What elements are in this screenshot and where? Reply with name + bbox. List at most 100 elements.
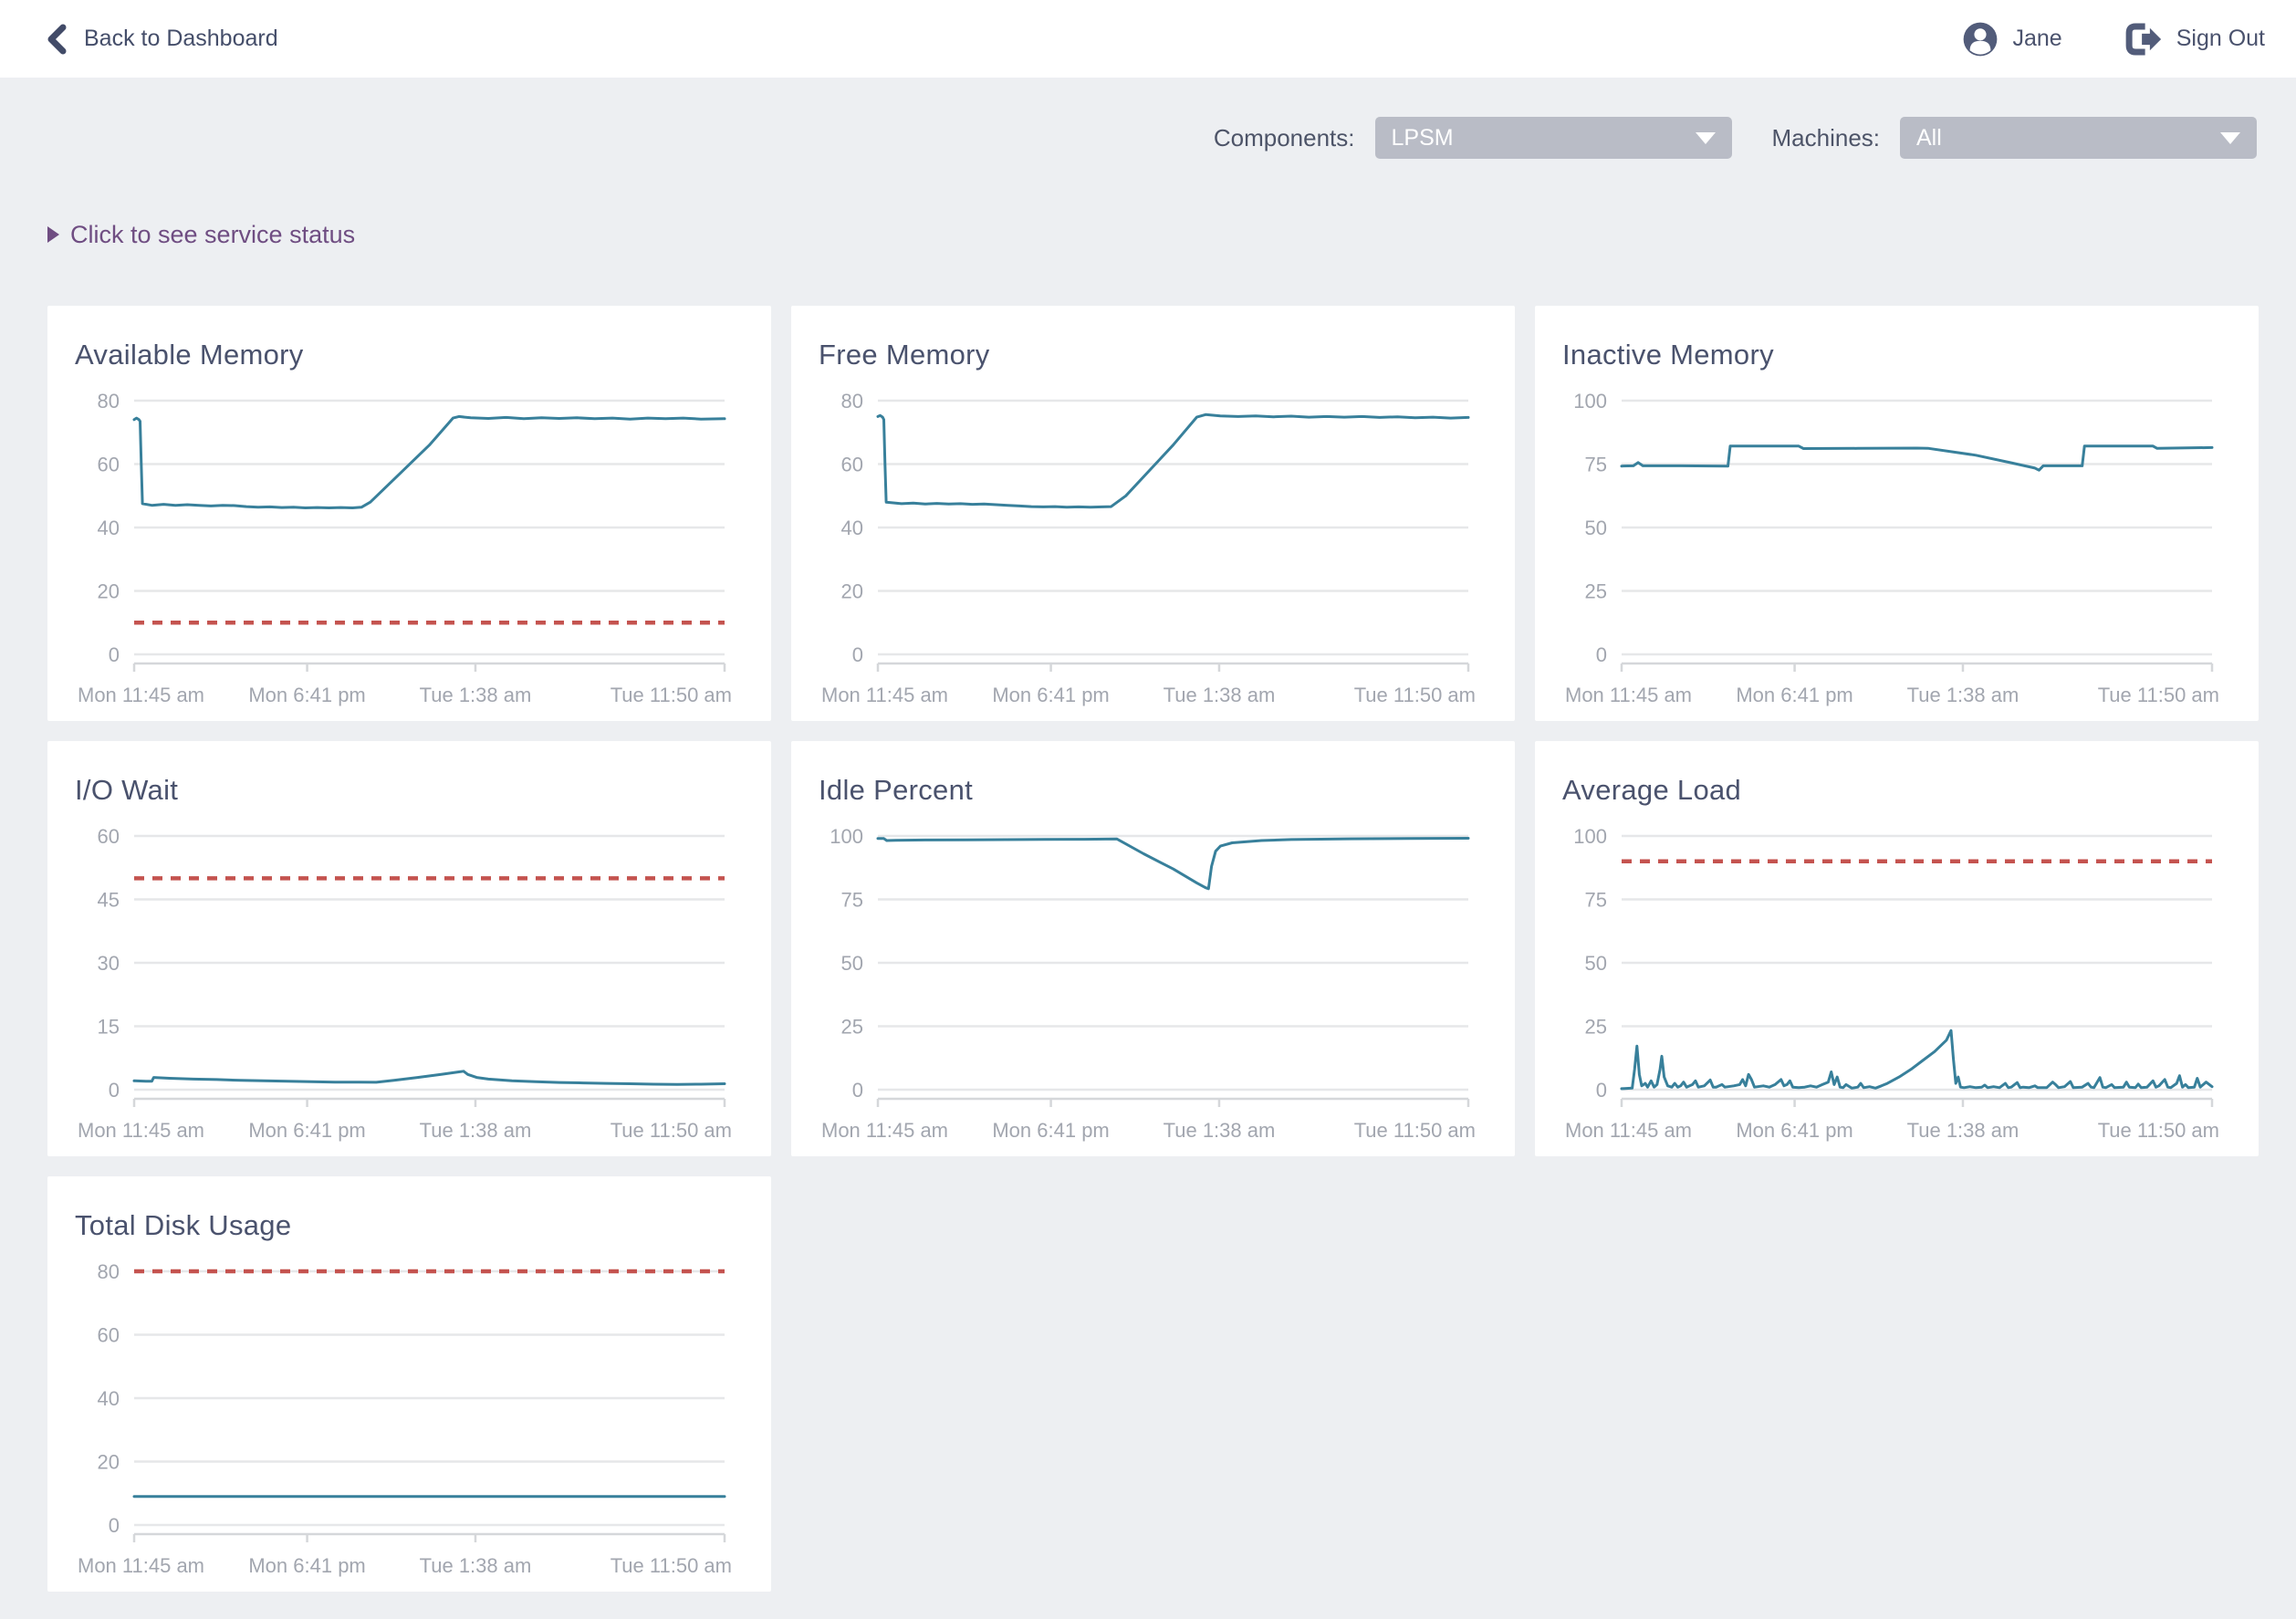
svg-text:100: 100 bbox=[1573, 390, 1607, 413]
svg-text:0: 0 bbox=[109, 643, 120, 666]
svg-text:60: 60 bbox=[98, 454, 120, 476]
svg-text:100: 100 bbox=[830, 825, 863, 848]
chart-card-io-wait: I/O Wait 60 45 30 15 0 Mon 11:45 am Mon 6:41 p… bbox=[47, 741, 771, 1156]
sign-out-label: Sign Out bbox=[2176, 26, 2265, 51]
svg-text:20: 20 bbox=[98, 1451, 120, 1474]
chart-canvas: 80 60 40 20 0 Mon 11:45 am Mon 6:41 pm Tue 1:38… bbox=[47, 381, 771, 711]
svg-text:45: 45 bbox=[98, 889, 120, 912]
svg-text:20: 20 bbox=[98, 580, 120, 603]
svg-text:0: 0 bbox=[1596, 1079, 1607, 1102]
svg-text:Mon 6:41 pm: Mon 6:41 pm bbox=[992, 1119, 1109, 1142]
svg-text:Tue 11:50 am: Tue 11:50 am bbox=[611, 1554, 732, 1577]
charts-grid: Available Memory 80 60 40 20 0 Mon 11:45 am Mo… bbox=[47, 306, 2259, 1592]
svg-text:Tue 1:38 am: Tue 1:38 am bbox=[1907, 684, 2019, 706]
chart-card-free-memory: Free Memory 80 60 40 20 0 Mon 11:45 am Mon 6:4… bbox=[791, 306, 1515, 721]
svg-text:Mon 11:45 am: Mon 11:45 am bbox=[78, 684, 204, 706]
svg-text:0: 0 bbox=[109, 1514, 120, 1537]
svg-text:Tue 11:50 am: Tue 11:50 am bbox=[2098, 1119, 2219, 1142]
svg-text:40: 40 bbox=[841, 517, 863, 539]
svg-text:Tue 11:50 am: Tue 11:50 am bbox=[2098, 684, 2219, 706]
svg-text:80: 80 bbox=[98, 390, 120, 413]
svg-text:75: 75 bbox=[1585, 889, 1607, 912]
chart-canvas: 100 75 50 25 0 Mon 11:45 am Mon 6:41 pm Tue 1:3… bbox=[1535, 381, 2259, 711]
svg-text:80: 80 bbox=[841, 390, 863, 413]
chart-card-available-memory: Available Memory 80 60 40 20 0 Mon 11:45 am Mo… bbox=[47, 306, 771, 721]
svg-text:100: 100 bbox=[1573, 825, 1607, 848]
svg-text:Tue 1:38 am: Tue 1:38 am bbox=[420, 1554, 532, 1577]
chart-title: Average Load bbox=[1562, 774, 1742, 806]
svg-text:Mon 6:41 pm: Mon 6:41 pm bbox=[992, 684, 1109, 706]
chart-canvas: 60 45 30 15 0 Mon 11:45 am Mon 6:41 pm Tue 1:38… bbox=[47, 816, 771, 1146]
svg-text:50: 50 bbox=[1585, 952, 1607, 975]
svg-text:Tue 1:38 am: Tue 1:38 am bbox=[1164, 684, 1276, 706]
svg-text:25: 25 bbox=[1585, 580, 1607, 603]
svg-text:60: 60 bbox=[98, 825, 120, 848]
svg-text:20: 20 bbox=[841, 580, 863, 603]
chart-svg: 80 60 40 20 0 Mon 11:45 am Mon 6:41 pm Tue 1:38… bbox=[821, 390, 1476, 706]
user-avatar-icon bbox=[1963, 22, 1997, 56]
service-status-expander[interactable]: Click to see service status bbox=[47, 221, 355, 248]
svg-text:0: 0 bbox=[109, 1079, 120, 1102]
chart-canvas: 100 75 50 25 0 Mon 11:45 am Mon 6:41 pm Tue 1:3… bbox=[791, 816, 1515, 1146]
svg-text:50: 50 bbox=[1585, 517, 1607, 539]
top-bar-right: Jane Sign Out bbox=[1961, 20, 2265, 58]
components-label: Components: bbox=[1213, 123, 1355, 151]
svg-text:Tue 1:38 am: Tue 1:38 am bbox=[420, 1119, 532, 1142]
svg-text:Mon 11:45 am: Mon 11:45 am bbox=[821, 684, 948, 706]
svg-text:60: 60 bbox=[841, 454, 863, 476]
svg-text:Mon 11:45 am: Mon 11:45 am bbox=[1565, 684, 1692, 706]
chart-card-inactive-memory: Inactive Memory 100 75 50 25 0 Mon 11:45 am Mo… bbox=[1535, 306, 2259, 721]
svg-text:Tue 11:50 am: Tue 11:50 am bbox=[1354, 1119, 1476, 1142]
svg-text:Mon 6:41 pm: Mon 6:41 pm bbox=[1736, 1119, 1852, 1142]
svg-text:Mon 6:41 pm: Mon 6:41 pm bbox=[248, 684, 365, 706]
svg-text:Tue 11:50 am: Tue 11:50 am bbox=[611, 1119, 732, 1142]
chart-svg: 80 60 40 20 0 Mon 11:45 am Mon 6:41 pm Tue 1:38… bbox=[78, 390, 732, 706]
user-name: Jane bbox=[2012, 26, 2062, 51]
chart-title: Available Memory bbox=[75, 339, 304, 371]
components-filter: Components: LPSM bbox=[1214, 117, 1732, 159]
chart-title: Inactive Memory bbox=[1562, 339, 1774, 371]
svg-text:15: 15 bbox=[98, 1016, 120, 1039]
svg-text:Mon 11:45 am: Mon 11:45 am bbox=[1565, 1119, 1692, 1142]
chart-title: Free Memory bbox=[819, 339, 990, 371]
chart-svg: 100 75 50 25 0 Mon 11:45 am Mon 6:41 pm Tue 1:3… bbox=[821, 825, 1476, 1142]
svg-text:60: 60 bbox=[98, 1324, 120, 1347]
svg-text:40: 40 bbox=[98, 1387, 120, 1410]
chart-svg: 100 75 50 25 0 Mon 11:45 am Mon 6:41 pm Tue 1:3… bbox=[1565, 390, 2219, 706]
svg-text:Mon 11:45 am: Mon 11:45 am bbox=[78, 1554, 204, 1577]
components-selected-value: LPSM bbox=[1391, 124, 1454, 151]
machines-filter: Machines: All bbox=[1772, 117, 2257, 159]
chart-svg: 60 45 30 15 0 Mon 11:45 am Mon 6:41 pm Tue 1:38… bbox=[78, 825, 732, 1142]
sign-out-icon bbox=[2125, 23, 2161, 55]
svg-text:Tue 1:38 am: Tue 1:38 am bbox=[420, 684, 532, 706]
svg-text:Tue 11:50 am: Tue 11:50 am bbox=[611, 684, 732, 706]
chart-title: Total Disk Usage bbox=[75, 1209, 292, 1241]
svg-text:Tue 11:50 am: Tue 11:50 am bbox=[1354, 684, 1476, 706]
svg-text:0: 0 bbox=[852, 643, 863, 666]
chart-canvas: 100 75 50 25 0 Mon 11:45 am Mon 6:41 pm Tue 1:3… bbox=[1535, 816, 2259, 1146]
svg-text:Mon 11:45 am: Mon 11:45 am bbox=[78, 1119, 204, 1142]
components-select[interactable]: LPSM bbox=[1374, 117, 1732, 159]
svg-text:Mon 6:41 pm: Mon 6:41 pm bbox=[248, 1119, 365, 1142]
svg-text:25: 25 bbox=[841, 1016, 863, 1039]
svg-text:50: 50 bbox=[841, 952, 863, 975]
machines-select[interactable]: All bbox=[1900, 117, 2257, 159]
chart-title: Idle Percent bbox=[819, 774, 974, 806]
svg-text:30: 30 bbox=[98, 952, 120, 975]
user-menu[interactable]: Jane bbox=[1961, 20, 2062, 58]
svg-text:Mon 11:45 am: Mon 11:45 am bbox=[821, 1119, 948, 1142]
chart-svg: 80 60 40 20 0 Mon 11:45 am Mon 6:41 pm Tue 1:38… bbox=[78, 1260, 732, 1577]
chart-card-average-load: Average Load 100 75 50 25 0 Mon 11:45 am Mon 6… bbox=[1535, 741, 2259, 1156]
sign-out-button[interactable]: Sign Out bbox=[2123, 20, 2265, 58]
back-to-dashboard-link[interactable]: Back to Dashboard bbox=[46, 24, 278, 55]
chevron-down-icon bbox=[2220, 131, 2240, 144]
svg-text:Mon 6:41 pm: Mon 6:41 pm bbox=[1736, 684, 1852, 706]
chart-card-idle-percent: Idle Percent 100 75 50 25 0 Mon 11:45 am Mon 6… bbox=[791, 741, 1515, 1156]
chart-canvas: 80 60 40 20 0 Mon 11:45 am Mon 6:41 pm Tue 1:38… bbox=[47, 1251, 771, 1582]
svg-text:75: 75 bbox=[841, 889, 863, 912]
expander-triangle-icon bbox=[47, 226, 59, 243]
chart-svg: 100 75 50 25 0 Mon 11:45 am Mon 6:41 pm Tue 1:3… bbox=[1565, 825, 2219, 1142]
chart-canvas: 80 60 40 20 0 Mon 11:45 am Mon 6:41 pm Tue 1:38… bbox=[791, 381, 1515, 711]
svg-text:Tue 1:38 am: Tue 1:38 am bbox=[1164, 1119, 1276, 1142]
service-status-label: Click to see service status bbox=[70, 220, 356, 248]
